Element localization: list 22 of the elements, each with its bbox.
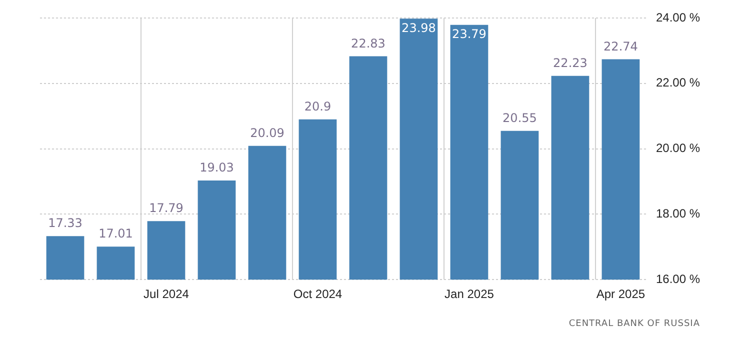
text: CENTRAL BANK OF RUSSIA (568, 319, 700, 329)
y-tick-label: 20.00 % (656, 141, 700, 156)
data-label: 20.09 (250, 126, 284, 140)
data-label: 23.79 (452, 26, 486, 41)
data-label: 17.33 (48, 216, 82, 230)
data-label: 22.74 (604, 39, 638, 54)
x-tick-label: Apr 2025 (596, 287, 646, 302)
data-label: 22.83 (351, 36, 386, 50)
x-tick-label: Jul 2024 (144, 287, 190, 302)
y-tick-label: 24.00 % (656, 10, 700, 24)
data-label: 22.23 (553, 56, 588, 70)
x-tick-label: Oct 2024 (293, 287, 342, 302)
data-label: 17.79 (149, 201, 184, 216)
y-tick-label: 22.00 % (656, 76, 700, 90)
data-label: 17.01 (98, 226, 133, 241)
y-tick-label: 16.00 % (656, 272, 700, 286)
x-tick-label: Jan 2025 (444, 287, 494, 302)
data-label: 23.98 (402, 20, 436, 35)
data-label: 20.9 (304, 99, 332, 114)
data-label: 19.03 (200, 160, 234, 175)
data-label: 20.55 (502, 110, 537, 125)
y-tick-label: 18.00 % (656, 206, 700, 221)
